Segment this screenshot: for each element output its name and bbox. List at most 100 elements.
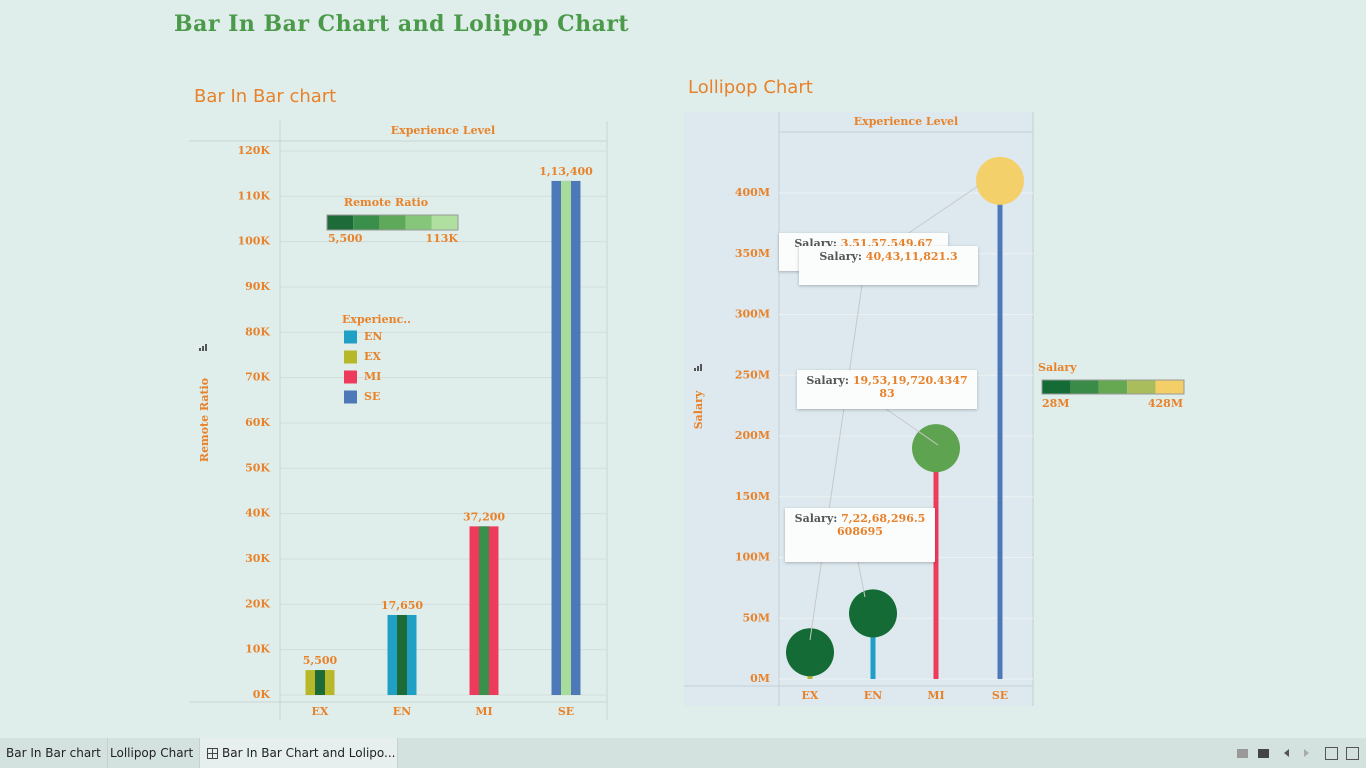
legend-swatch (1155, 380, 1184, 394)
x-tick-label: MI (927, 689, 944, 702)
tooltip: Salary: 19,53,19,720.434783 (797, 370, 977, 409)
tab-label: Bar In Bar Chart and Lolipo... (222, 746, 396, 760)
y-tick-label: 110K (237, 189, 270, 202)
sheet-tab[interactable]: Lollipop Chart (104, 738, 201, 768)
axis-icon (700, 364, 702, 371)
leader-line (885, 408, 939, 446)
nav-arrow[interactable] (1304, 749, 1309, 757)
dashboard-title: Bar In Bar Chart and Lolipop Chart (174, 11, 629, 37)
legend-min: 5,500 (328, 232, 363, 245)
y-tick-label: 0M (750, 672, 770, 685)
y-tick-label: 20K (245, 597, 270, 610)
legend-label: EX (364, 350, 381, 363)
view-icon[interactable] (1346, 747, 1359, 760)
charts: Bar In Bar Chart and Lolipop Chart Bar I… (174, 11, 1185, 720)
tooltip-value: 19,53,19,720.434783 (852, 374, 968, 400)
axis-icon (205, 344, 207, 351)
value-label: 1,13,400 (539, 165, 593, 178)
legend-title: Remote Ratio (344, 196, 428, 209)
tooltip-key: Salary: (806, 374, 849, 387)
lollipop-head (786, 628, 834, 677)
legend-swatch (405, 215, 432, 230)
x-tick-label: EN (864, 689, 882, 702)
legend-max: 113K (425, 232, 458, 245)
x-tick-label: SE (558, 705, 574, 718)
y-tick-label: 350M (735, 247, 770, 260)
legend-swatch (1127, 380, 1156, 394)
y-tick-label: 60K (245, 416, 270, 429)
y-tick-label: 50K (245, 461, 270, 474)
legend-swatch (431, 215, 458, 230)
y-tick-label: 30K (245, 552, 270, 565)
legend-swatch (327, 215, 354, 230)
y-tick-label: 400M (735, 186, 770, 199)
axis-icon (202, 346, 204, 351)
y-tick-label: 200M (735, 429, 770, 442)
legend-swatch (344, 390, 357, 404)
leader-line (896, 185, 979, 242)
nav-icon[interactable] (1237, 749, 1248, 758)
tooltip-key: Salary: (819, 250, 862, 263)
x-tick-label: MI (475, 705, 492, 718)
lollipop-head (849, 589, 897, 638)
tooltip-value: 7,22,68,296.5608695 (837, 512, 926, 538)
tooltip: Salary: 40,43,11,821.3 (799, 246, 978, 285)
y-tick-label: 10K (245, 643, 270, 656)
legend-border (326, 214, 459, 231)
legend-swatch (344, 330, 357, 344)
inner-bar (479, 526, 489, 695)
legend-title: Experienc.. (342, 313, 411, 326)
lollipop-stick (997, 180, 1003, 679)
chart-title: Bar In Bar chart (194, 86, 336, 107)
y-tick-label: 70K (245, 371, 270, 384)
legend-title: Salary (1038, 361, 1077, 374)
x-tick-label: EN (393, 705, 411, 718)
y-tick-label: 50M (743, 611, 770, 624)
legend-swatch (1070, 380, 1099, 394)
legend-max: 428M (1148, 397, 1183, 410)
legend-swatch (344, 350, 357, 364)
inner-bar (315, 670, 325, 695)
legend-swatch (379, 215, 406, 230)
column-header: Experience Level (391, 124, 495, 137)
tab-bar: Bar In Bar chart Lollipop Chart Bar In Bar… (0, 738, 1366, 768)
lollipop-head (976, 156, 1024, 205)
y-tick-label: 250M (735, 368, 770, 381)
leader-line (857, 561, 866, 598)
inner-bar (561, 180, 571, 696)
tab-label: Lollipop Chart (110, 746, 194, 760)
inner-bar (397, 614, 407, 695)
y-tick-label: 120K (237, 144, 270, 157)
legend-swatch (353, 215, 380, 230)
tab-label: Bar In Bar chart (6, 746, 101, 760)
y-tick-label: 100M (735, 551, 770, 564)
tooltip-value: 40,43,11,821.3 (865, 250, 958, 263)
legend-swatch (1042, 380, 1071, 394)
value-label: 5,500 (303, 654, 338, 667)
legend-border (1041, 379, 1185, 395)
leader-line (809, 284, 863, 641)
tooltip: Salary: 7,22,68,296.5608695 (785, 508, 935, 562)
y-tick-label: 150M (735, 490, 770, 503)
y-tick-label: 0K (253, 688, 271, 701)
view-icon[interactable] (1325, 747, 1338, 760)
legend-label: MI (364, 370, 381, 383)
nav-icon[interactable] (1258, 749, 1269, 758)
y-tick-label: 100K (237, 235, 270, 248)
lollipop-stick (870, 613, 876, 679)
column-header: Experience Level (854, 115, 958, 128)
axis-icon (199, 348, 201, 351)
x-tick-label: EX (312, 705, 329, 718)
value-label: 17,650 (381, 599, 423, 612)
lollipop-stick (933, 448, 939, 679)
sheet-tab[interactable]: Bar In Bar chart (0, 738, 108, 768)
legend-label: EN (364, 330, 382, 343)
chart-title: Lollipop Chart (688, 77, 813, 98)
y-tick-label: 80K (245, 325, 270, 338)
sheet-tab[interactable]: Bar In Bar Chart and Lolipo... (200, 738, 398, 768)
legend-label: SE (364, 390, 380, 403)
nav-arrow[interactable] (1284, 749, 1289, 757)
value-label: 37,200 (463, 510, 505, 523)
y-axis-label: Remote Ratio (198, 378, 211, 462)
